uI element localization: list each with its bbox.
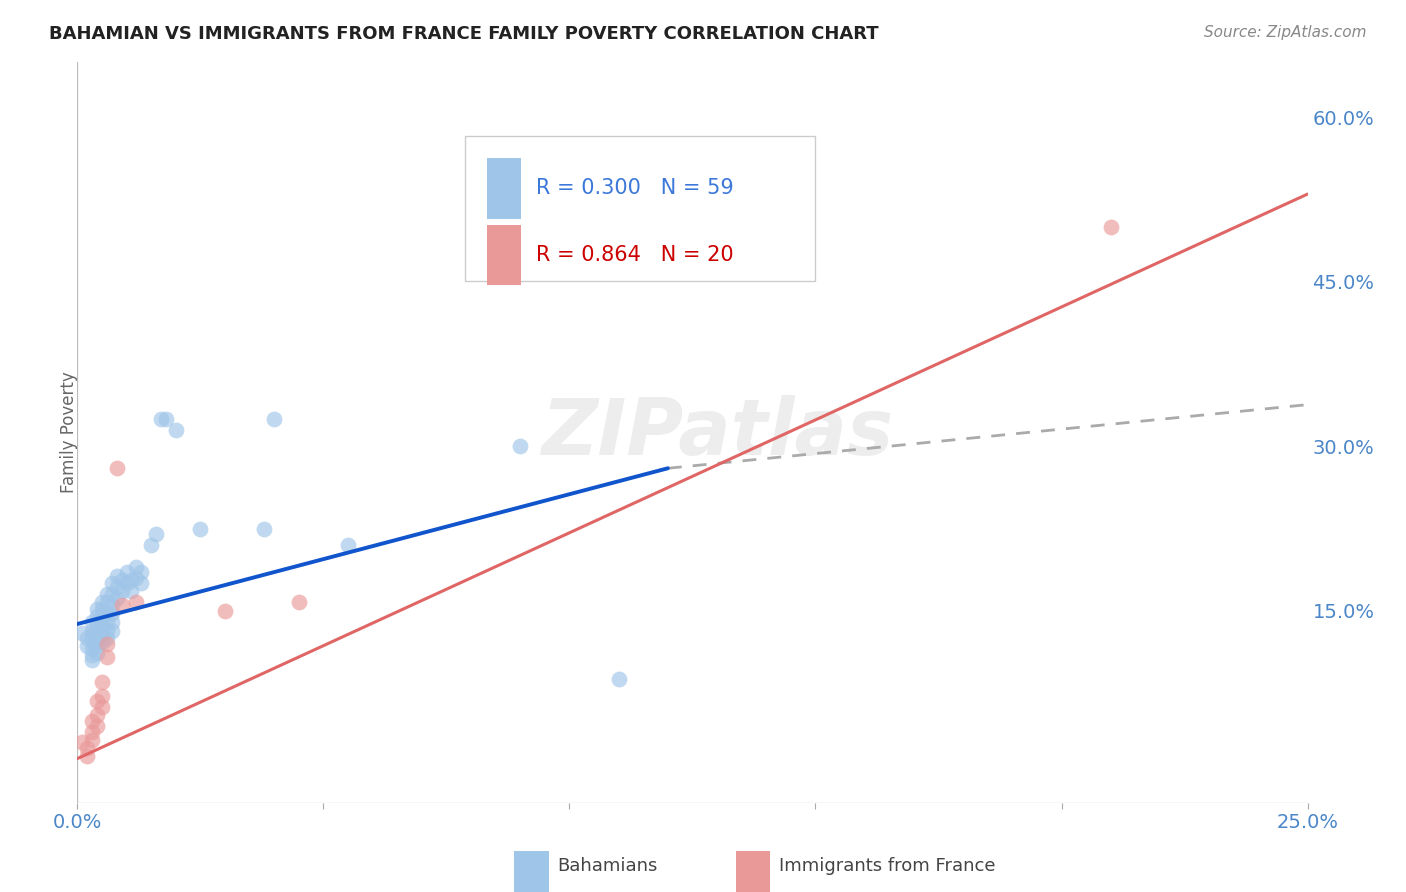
Point (90, 634, 114, 648)
Point (86, 719, 108, 733)
Point (101, 615, 124, 629)
Point (155, 412, 177, 426)
Point (86, 609, 108, 624)
Point (96, 606, 118, 620)
Point (129, 566, 153, 580)
Point (76, 741, 98, 756)
Point (121, 584, 143, 599)
Point (121, 573, 143, 587)
Point (70, 735, 93, 749)
Point (86, 694, 108, 708)
Point (82, 733, 104, 747)
Text: Immigrants from France: Immigrants from France (779, 856, 995, 875)
Point (125, 595, 148, 609)
Point (214, 604, 236, 618)
Point (101, 599, 124, 613)
Point (82, 624, 104, 638)
Point (82, 628, 104, 642)
Point (82, 714, 104, 728)
Point (125, 560, 148, 574)
Point (90, 700, 114, 714)
FancyBboxPatch shape (515, 851, 548, 892)
FancyBboxPatch shape (486, 158, 522, 219)
Point (96, 637, 118, 651)
Point (70, 625, 93, 640)
FancyBboxPatch shape (735, 851, 770, 892)
Point (96, 649, 118, 664)
Point (145, 527, 167, 541)
Point (141, 538, 163, 552)
Point (76, 632, 98, 646)
Point (105, 580, 128, 594)
Point (90, 609, 114, 624)
Point (76, 639, 98, 653)
Point (105, 591, 128, 605)
Point (86, 708, 108, 723)
Point (90, 601, 114, 615)
Text: ZIPatlas: ZIPatlas (541, 394, 893, 471)
Text: R = 0.300   N = 59: R = 0.300 N = 59 (536, 178, 734, 198)
Point (96, 595, 118, 609)
Point (86, 624, 108, 638)
Point (101, 624, 124, 638)
Point (96, 615, 118, 629)
Point (253, 522, 276, 536)
Point (111, 599, 132, 613)
Point (90, 617, 114, 632)
Point (111, 584, 132, 599)
Point (115, 576, 138, 591)
Point (263, 412, 285, 426)
FancyBboxPatch shape (486, 225, 522, 285)
Point (1099, 219, 1122, 234)
Point (105, 568, 128, 582)
Point (90, 690, 114, 704)
Point (96, 587, 118, 601)
Point (101, 606, 124, 620)
Point (82, 642, 104, 657)
Point (101, 576, 124, 591)
Point (337, 538, 360, 552)
Text: Bahamians: Bahamians (557, 856, 658, 875)
Point (111, 573, 132, 587)
Point (509, 439, 531, 453)
Text: BAHAMIAN VS IMMIGRANTS FROM FRANCE FAMILY POVERTY CORRELATION CHART: BAHAMIAN VS IMMIGRANTS FROM FRANCE FAMIL… (49, 25, 879, 43)
Point (288, 595, 311, 609)
Point (76, 748, 98, 763)
Point (82, 615, 104, 629)
Point (86, 617, 108, 632)
Point (86, 601, 108, 615)
Point (90, 625, 114, 640)
Point (86, 646, 108, 660)
Point (115, 566, 138, 580)
FancyBboxPatch shape (465, 136, 815, 281)
Text: R = 0.864   N = 20: R = 0.864 N = 20 (536, 245, 734, 265)
Point (86, 639, 108, 653)
Point (101, 587, 124, 601)
Text: Source: ZipAtlas.com: Source: ZipAtlas.com (1204, 25, 1367, 40)
Point (96, 624, 118, 638)
Point (82, 653, 104, 667)
Point (129, 576, 153, 591)
Point (188, 522, 212, 536)
Point (82, 724, 104, 739)
Point (82, 634, 104, 648)
Point (150, 412, 173, 426)
Point (125, 571, 148, 585)
Point (607, 672, 630, 686)
Y-axis label: Family Poverty: Family Poverty (60, 372, 77, 493)
Point (165, 423, 187, 437)
Point (82, 648, 104, 662)
Point (86, 632, 108, 646)
Point (90, 675, 114, 690)
Point (96, 632, 118, 646)
Point (90, 595, 114, 609)
Point (105, 461, 128, 475)
